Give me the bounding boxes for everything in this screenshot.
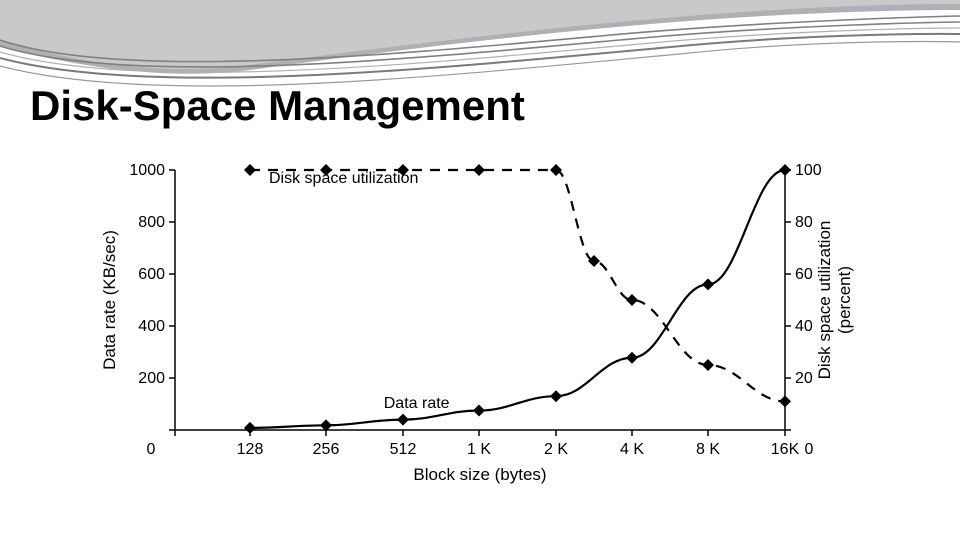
x-tick-label: 2 K [544,441,568,458]
series-marker [473,405,485,417]
series-marker [779,164,791,176]
slide-root: { "title": { "text": "Disk-Space Managem… [0,0,960,540]
series-marker [244,164,256,176]
series-data_rate [250,170,785,428]
x-tick-label: 0 [147,441,156,458]
series-marker [588,255,600,267]
series-annotation-disk_space_utilization: Disk space utilization [269,170,418,187]
series-marker [702,359,714,371]
x-tick-label: 128 [237,441,264,458]
series-marker [702,278,714,290]
y-right-tick-label: 20 [795,370,813,387]
series-marker [550,164,562,176]
series-marker [626,352,638,364]
y-right-axis-label: Disk space utilization [815,221,834,380]
slide-title: Disk-Space Management [30,82,525,130]
x-tick-label-right-zero: 0 [805,441,814,458]
series-marker [779,395,791,407]
y-left-axis-label: Data rate (KB/sec) [100,230,119,370]
series-marker [244,422,256,434]
series-marker [473,164,485,176]
y-left-tick-label: 200 [138,370,165,387]
disk-space-chart: 0 128 256 512 1 K 2 K 4 K 8 K 16K 0 Block size (by… [90,150,870,510]
x-axis-label: Block size (bytes) [413,465,546,484]
y-left-tick-label: 800 [138,214,165,231]
series-marker [397,414,409,426]
x-tick-label: 4 K [620,441,644,458]
series-marker [626,294,638,306]
x-tick-label: 8 K [696,441,720,458]
x-tick-label: 16K [771,441,800,458]
x-tick-label: 256 [313,441,340,458]
x-tick-label: 512 [390,441,417,458]
y-right-tick-label: 80 [795,214,813,231]
y-left-tick-label: 600 [138,266,165,283]
y-right-tick-label: 40 [795,318,813,335]
series-annotation-data_rate: Data rate [384,395,450,412]
y-left-tick-label: 1000 [129,162,165,179]
y-right-axis-label: (percent) [835,266,854,334]
x-tick-label: 1 K [467,441,491,458]
y-right-tick-label: 100 [795,162,822,179]
series-marker [550,390,562,402]
y-right-tick-label: 60 [795,266,813,283]
y-left-tick-label: 400 [138,318,165,335]
